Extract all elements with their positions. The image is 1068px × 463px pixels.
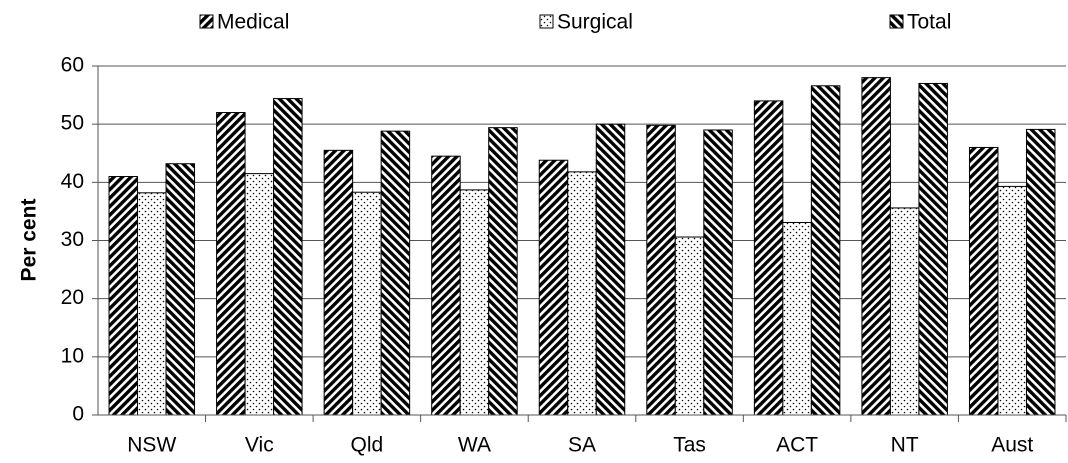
- x-tick-label: WA: [458, 434, 491, 457]
- bar: [595, 123, 626, 416]
- bar: [137, 192, 167, 416]
- y-tick-label: 30: [61, 228, 84, 251]
- y-tick-label: 0: [72, 403, 84, 426]
- bar: [889, 207, 920, 416]
- x-tick-label: Qld: [351, 434, 384, 457]
- x-tick-label: Vic: [245, 434, 274, 457]
- x-tick-label: SA: [568, 434, 596, 457]
- x-tick-label: Tas: [673, 434, 706, 457]
- y-tick-label: 60: [61, 54, 84, 77]
- x-tick-label: NSW: [127, 434, 176, 457]
- bar: [968, 146, 999, 416]
- x-tick-label: ACT: [776, 434, 818, 457]
- bar: [703, 129, 733, 416]
- bar: [459, 189, 490, 416]
- bar: [567, 171, 597, 416]
- legend-swatch: [889, 14, 904, 29]
- bar: [108, 176, 139, 416]
- bar: [165, 163, 196, 416]
- bar: [674, 236, 705, 416]
- bar: [753, 100, 784, 416]
- y-tick-label: 20: [61, 286, 84, 309]
- legend-label: Surgical: [557, 11, 633, 34]
- bar: [646, 124, 676, 416]
- x-tick-label: NT: [891, 434, 919, 457]
- y-tick-label: 40: [61, 170, 84, 193]
- bar: [244, 173, 275, 416]
- y-tick-label: 50: [61, 112, 84, 135]
- bar: [997, 185, 1027, 416]
- bar: [1025, 128, 1056, 416]
- legend-swatch: [199, 14, 214, 29]
- bar: [538, 159, 569, 416]
- y-axis-title: Per cent: [18, 199, 41, 282]
- bar: [488, 127, 518, 416]
- bar: [273, 98, 303, 416]
- legend-label: Total: [907, 11, 951, 34]
- bar: [352, 191, 382, 416]
- bar: [216, 112, 246, 416]
- y-tick-label: 10: [61, 344, 84, 367]
- bar: [380, 130, 411, 416]
- bar: [782, 221, 812, 416]
- x-tick-label: Aust: [991, 434, 1033, 457]
- bar: [431, 155, 461, 416]
- bar: [918, 82, 948, 416]
- bar: [323, 149, 354, 416]
- legend-label: Medical: [217, 11, 289, 34]
- legend-swatch: [539, 14, 554, 29]
- bar: [861, 77, 891, 416]
- bar: [810, 85, 841, 416]
